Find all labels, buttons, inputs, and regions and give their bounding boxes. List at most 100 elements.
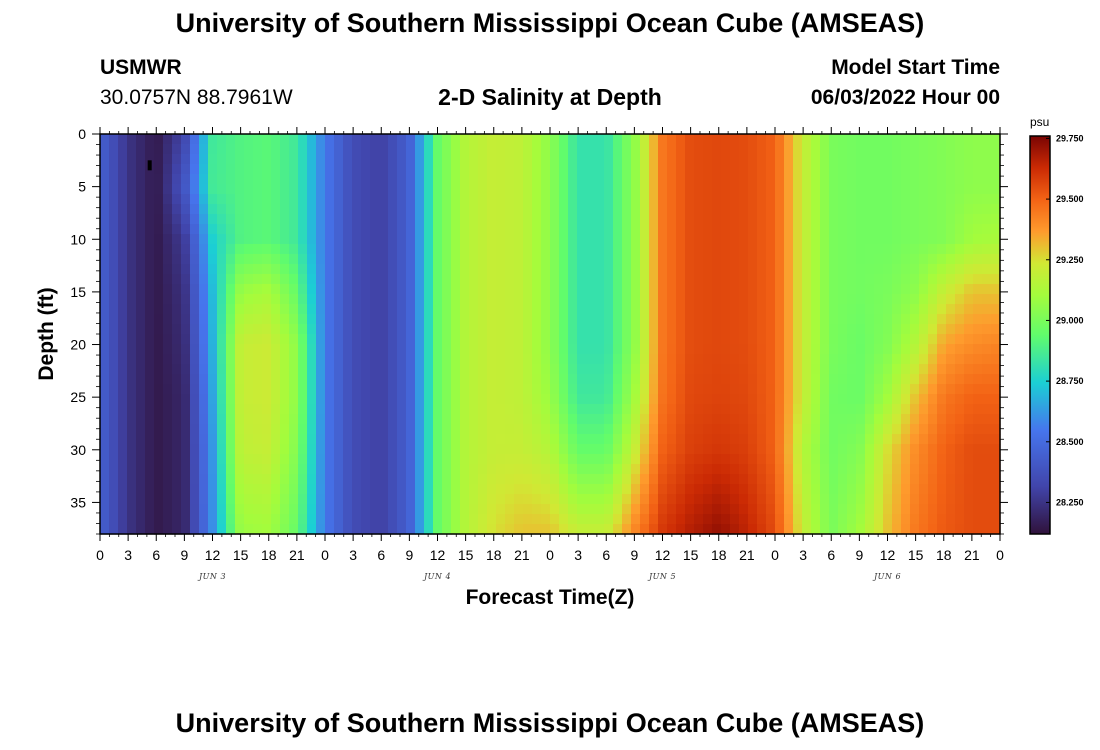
heatmap-cell [532, 204, 542, 215]
heatmap-cell [640, 414, 650, 425]
heatmap-cell [487, 234, 497, 245]
heatmap-cell [181, 404, 191, 415]
heatmap-cell [721, 464, 731, 475]
heatmap-cell [937, 244, 947, 255]
heatmap-cell [280, 464, 290, 475]
heatmap-cell [487, 514, 497, 525]
heatmap-cell [262, 374, 272, 385]
heatmap-cell [163, 134, 173, 145]
heatmap-cell [424, 364, 434, 375]
heatmap-cell [559, 454, 569, 465]
heatmap-cell [415, 214, 425, 225]
heatmap-cell [217, 394, 227, 405]
heatmap-cell [667, 204, 677, 215]
heatmap-cell [451, 304, 461, 315]
heatmap-cell [289, 384, 299, 395]
heatmap-cell [757, 204, 767, 215]
heatmap-cell [181, 454, 191, 465]
heatmap-cell [757, 454, 767, 465]
heatmap-cell [199, 434, 209, 445]
heatmap-cell [127, 294, 137, 305]
heatmap-cell [388, 354, 398, 365]
heatmap-cell [631, 504, 641, 515]
heatmap-cell [523, 304, 533, 315]
heatmap-cell [586, 224, 596, 235]
heatmap-cell [163, 464, 173, 475]
heatmap-cell [793, 304, 803, 315]
heatmap-cell [613, 164, 623, 175]
heatmap-cell [856, 264, 866, 275]
heatmap-cell [217, 514, 227, 525]
heatmap-cell [541, 454, 551, 465]
heatmap-cell [964, 234, 974, 245]
heatmap-cell [514, 494, 524, 505]
heatmap-cell [604, 284, 614, 295]
heatmap-cell [793, 444, 803, 455]
heatmap-cell [487, 214, 497, 225]
heatmap-cell [613, 234, 623, 245]
heatmap-cell [910, 414, 920, 425]
heatmap-cell [469, 304, 479, 315]
heatmap-cell [226, 374, 236, 385]
heatmap-cell [694, 134, 704, 145]
heatmap-cell [973, 444, 983, 455]
heatmap-cell [415, 304, 425, 315]
heatmap-cell [487, 274, 497, 285]
heatmap-cell [838, 184, 848, 195]
heatmap-cell [118, 464, 128, 475]
heatmap-cell [649, 234, 659, 245]
station-name: USMWR [100, 56, 182, 79]
heatmap-cell [496, 264, 506, 275]
heatmap-cell [631, 274, 641, 285]
heatmap-cell [190, 154, 200, 165]
heatmap-cell [811, 494, 821, 505]
heatmap-cell [856, 204, 866, 215]
heatmap-cell [406, 174, 416, 185]
heatmap-cell [361, 494, 371, 505]
heatmap-cell [919, 324, 929, 335]
heatmap-cell [883, 364, 893, 375]
heatmap-cell [289, 264, 299, 275]
heatmap-cell [685, 204, 695, 215]
heatmap-cell [820, 404, 830, 415]
heatmap-cell [937, 374, 947, 385]
heatmap-cell [649, 494, 659, 505]
heatmap-cell [586, 164, 596, 175]
heatmap-cell [307, 444, 317, 455]
heatmap-cell [334, 384, 344, 395]
heatmap-cell [955, 454, 965, 465]
heatmap-cell [442, 424, 452, 435]
heatmap-cell [982, 304, 992, 315]
heatmap-cell [613, 314, 623, 325]
heatmap-cell [829, 244, 839, 255]
heatmap-cell [550, 374, 560, 385]
heatmap-cell [487, 434, 497, 445]
heatmap-cell [100, 314, 110, 325]
heatmap-cell [982, 174, 992, 185]
heatmap-cell [415, 274, 425, 285]
heatmap-cell [289, 484, 299, 495]
heatmap-cell [631, 474, 641, 485]
heatmap-cell [685, 294, 695, 305]
heatmap-cell [982, 194, 992, 205]
heatmap-cell [856, 414, 866, 425]
heatmap-cell [334, 474, 344, 485]
heatmap-cell [784, 184, 794, 195]
heatmap-cell [757, 514, 767, 525]
heatmap-cell [937, 154, 947, 165]
heatmap-cell [622, 274, 632, 285]
heatmap-cell [757, 274, 767, 285]
heatmap-cell [181, 384, 191, 395]
heatmap-cell [649, 254, 659, 265]
heatmap-cell [901, 494, 911, 505]
heatmap-cell [973, 254, 983, 265]
heatmap-cell [424, 524, 434, 535]
heatmap-cell [460, 234, 470, 245]
heatmap-cell [775, 134, 785, 145]
heatmap-cell [343, 254, 353, 265]
heatmap-cell [649, 204, 659, 215]
heatmap-cell [370, 164, 380, 175]
heatmap-cell [622, 234, 632, 245]
heatmap-cell [109, 344, 119, 355]
heatmap-cell [415, 424, 425, 435]
